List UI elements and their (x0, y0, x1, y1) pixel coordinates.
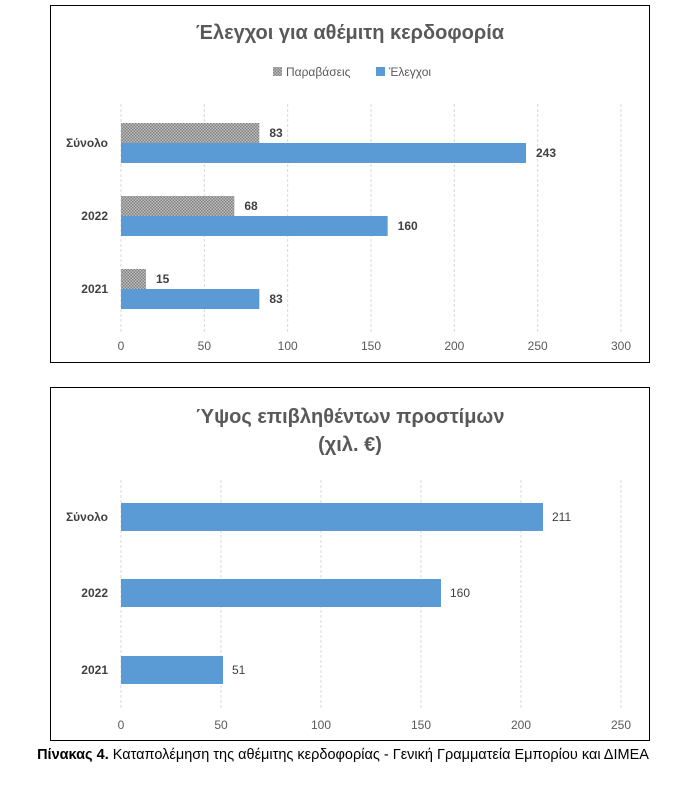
bar-fines (121, 503, 543, 531)
x-tick-label: 50 (198, 339, 212, 353)
legend: Παραβάσεις Έλεγχοι (273, 65, 431, 79)
chart-checks: Έλεγχοι για αθέμιτη κερδοφορία Παραβάσει… (50, 5, 650, 363)
x-tick-label: 0 (118, 718, 125, 732)
data-label-fines: 160 (450, 586, 470, 600)
chart-subtitle: (χιλ. €) (318, 434, 382, 456)
data-label-checks: 160 (398, 219, 418, 233)
x-tick-label: 250 (528, 339, 548, 353)
data-label-checks: 83 (269, 292, 283, 306)
chart-fines-svg: Ύψος επιβληθέντων προστίμων (χιλ. €) 0 50… (66, 406, 631, 732)
x-tick-label: 100 (278, 339, 298, 353)
data-label-fines: 211 (552, 510, 571, 524)
x-tick-label: 150 (361, 339, 381, 353)
legend-label-checks: Έλεγχοι (388, 65, 431, 79)
caption-label: Πίνακας 4. (37, 747, 109, 763)
category-label: 2022 (81, 209, 108, 223)
category-label: 2022 (81, 586, 108, 600)
x-tick-label: 150 (411, 718, 431, 732)
legend-swatch-checks (376, 67, 385, 76)
caption-text: Καταπολέμηση της αθέμιτης κερδοφορίας - … (108, 747, 649, 763)
bar-checks (121, 143, 526, 163)
category-label: Σύνολο (66, 136, 108, 150)
bar-fines (121, 656, 223, 684)
bar-violations (121, 123, 260, 143)
data-label-violations: 68 (244, 199, 258, 213)
bar-violations (121, 196, 235, 216)
category-label: 2021 (81, 282, 108, 296)
chart-title: Έλεγχοι για αθέμιτη κερδοφορία (196, 22, 505, 44)
legend-swatch-violations (273, 67, 282, 76)
data-label-fines: 51 (232, 663, 246, 677)
bar-fines (121, 579, 441, 607)
chart-checks-svg: Έλεγχοι για αθέμιτη κερδοφορία Παραβάσει… (66, 22, 631, 353)
x-tick-label: 300 (611, 339, 631, 353)
category-label: Σύνολο (66, 510, 108, 524)
data-label-checks: 243 (536, 146, 556, 160)
bar-checks (121, 289, 260, 309)
x-tick-label: 200 (444, 339, 464, 353)
x-tick-label: 0 (118, 339, 125, 353)
x-tick-label: 100 (311, 718, 331, 732)
chart-title: Ύψος επιβληθέντων προστίμων (196, 406, 505, 428)
data-label-violations: 83 (269, 126, 283, 140)
figure-caption: Πίνακας 4. Καταπολέμηση της αθέμιτης κερ… (0, 745, 686, 765)
category-label: 2021 (81, 663, 108, 677)
bar-violations (121, 269, 146, 289)
chart-fines: Ύψος επιβληθέντων προστίμων (χιλ. €) 0 50… (50, 387, 650, 741)
data-label-violations: 15 (156, 272, 170, 286)
x-tick-label: 50 (214, 718, 228, 732)
legend-label-violations: Παραβάσεις (286, 65, 351, 79)
x-tick-label: 200 (511, 718, 531, 732)
x-tick-label: 250 (611, 718, 631, 732)
bar-checks (121, 216, 388, 236)
